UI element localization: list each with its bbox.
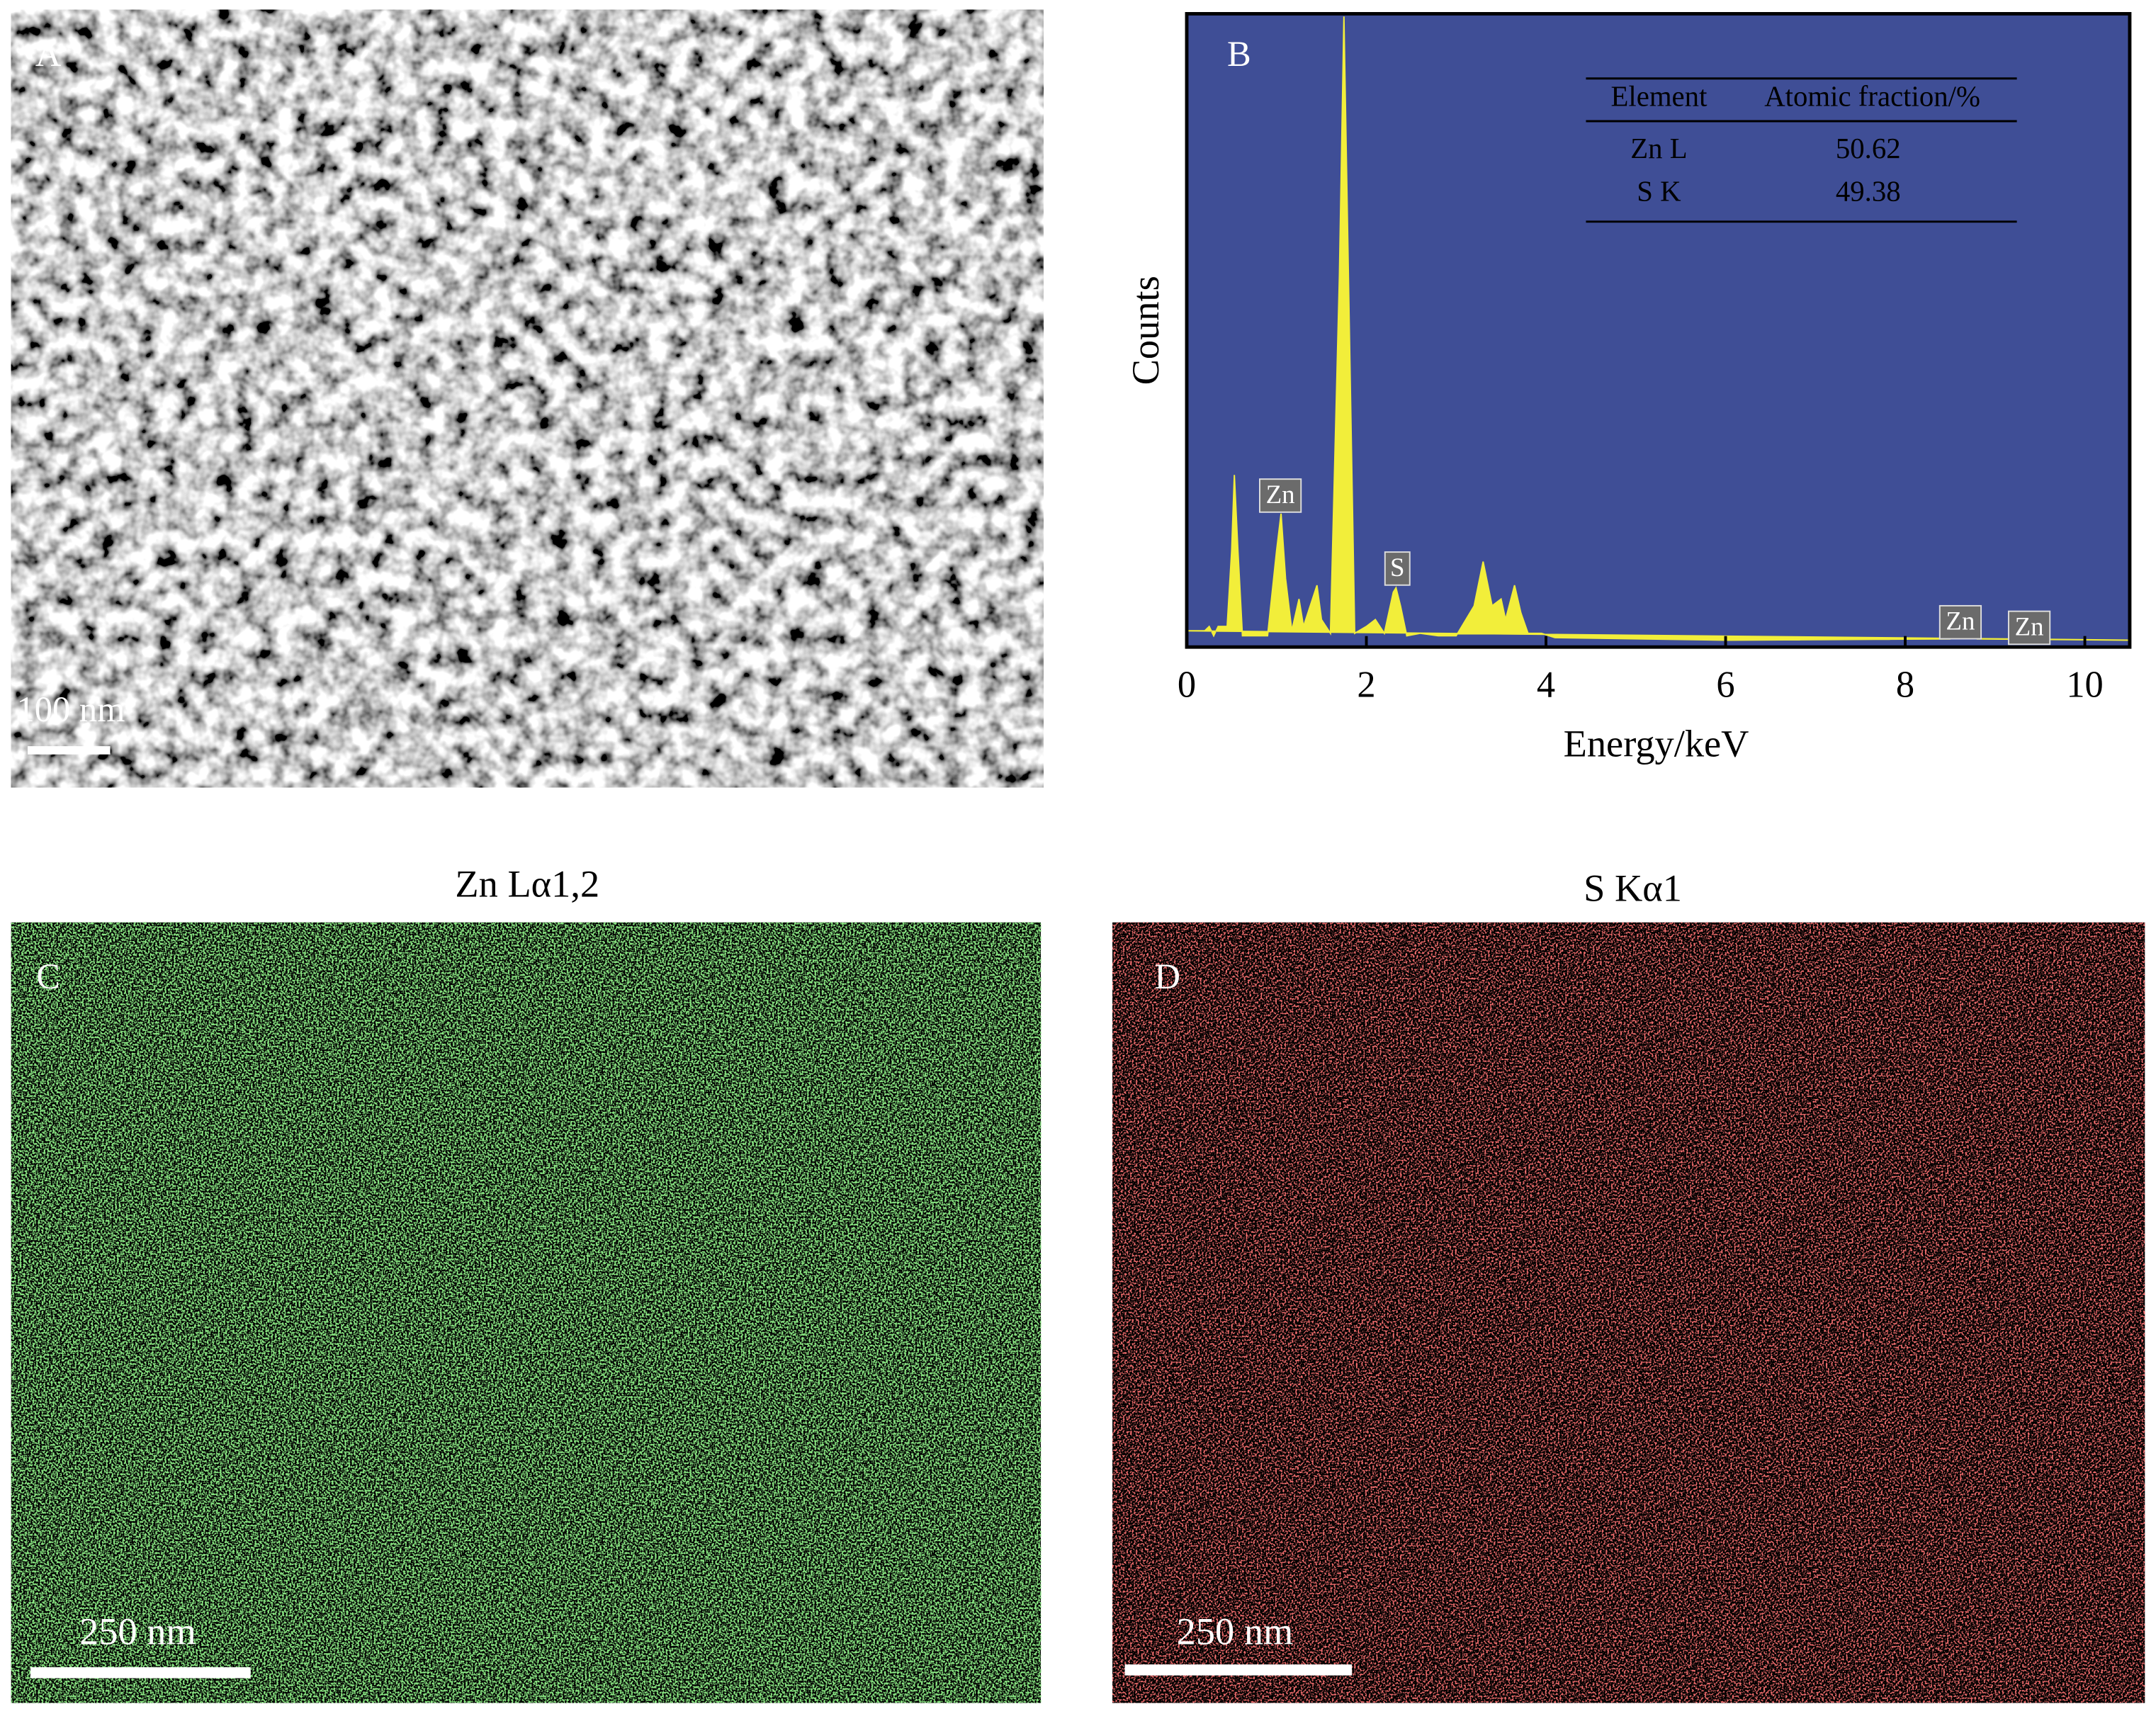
peak-label-box [1384,551,1411,586]
peak-label: Zn [1266,480,1295,509]
table-header: Atomic fraction/% [1764,80,1980,112]
x-tick-label: 0 [1178,665,1196,706]
panel-b: B Energy/keV Counts Element Atomic fract… [1124,12,2132,765]
panel-title: S Kα1 [1584,867,1682,910]
panel-label: A [35,34,62,74]
peak-label: Zn [1946,607,1975,636]
table-header: Element [1610,80,1708,112]
x-tick-label: 4 [1537,665,1555,706]
scale-bar-label: 250 nm [79,1611,196,1653]
spectrum [1186,16,2130,641]
table-cell: Zn L [1630,133,1687,164]
panel-d: S Kα1 D 250 nm [1112,867,2145,1703]
scale-bar [28,746,111,755]
scale-bar [30,1667,251,1679]
panel-c: Zn Lα1,2 C 250 nm [11,863,1042,1703]
x-tick-label: 2 [1357,665,1375,706]
peak-label-box [1938,604,1982,640]
sem-texture [11,9,1044,788]
peak-label: S [1390,553,1405,582]
panel-title: Zn Lα1,2 [455,863,599,906]
table-cell: 50.62 [1836,133,1901,164]
peak-label: Zn [2015,611,2044,641]
panel-label: D [1155,957,1180,996]
table-cell: S K [1637,175,1681,207]
panel-label: B [1227,34,1251,74]
table-cell: 49.38 [1836,175,1901,207]
scale-bar-label: 100 nm [16,689,125,729]
panel-label: C [36,957,60,996]
plot-frame [1185,12,2132,649]
scale-bar [1124,1664,1353,1676]
peak-label-box [2007,610,2051,645]
scale-bar-label: 250 nm [1177,1611,1294,1653]
x-axis-label: Energy/keV [1564,723,1749,765]
x-tick-label: 6 [1716,665,1734,706]
panel-a: A 100 nm [11,9,1044,788]
x-tick-label: 10 [2066,665,2103,706]
map-texture [1112,922,2145,1703]
peak-label-box [1259,478,1302,513]
map-texture [11,922,1042,1703]
x-tick-label: 8 [1896,665,1914,706]
y-axis-label: Counts [1124,276,1167,385]
